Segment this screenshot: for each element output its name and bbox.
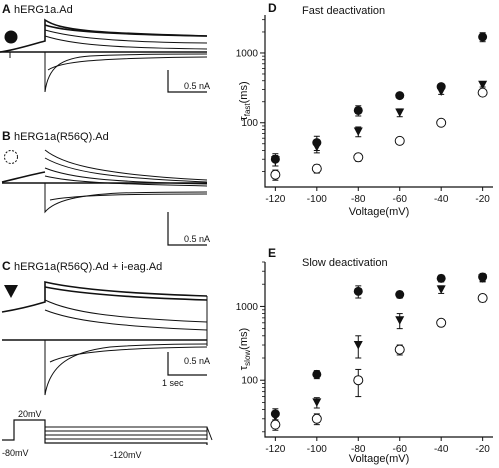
- point-filled-triangle: [270, 412, 280, 422]
- point-filled-triangle: [395, 108, 405, 118]
- protocol-step-label: 20mV: [18, 409, 42, 419]
- panel-a-title: hERG1a.Ad: [14, 4, 73, 16]
- panel-c-scalebar: [167, 352, 207, 376]
- point-filled-circle: [395, 290, 405, 300]
- x-tick-label: -40: [434, 194, 449, 205]
- point-open-circle: [394, 344, 405, 355]
- panel-c-scale-time: 1 sec: [162, 378, 184, 388]
- x-tick-label: -120: [265, 444, 285, 455]
- point-filled-triangle: [436, 285, 446, 294]
- point-filled-triangle: [436, 87, 446, 97]
- panel-c-traces: [1, 280, 208, 396]
- point-filled-circle: [353, 286, 363, 296]
- point-filled-circle: [312, 369, 322, 379]
- panel-c-title: hERG1a(R56Q).Ad + i-eag.Ad: [14, 261, 162, 273]
- panel-e-letter: E: [268, 246, 276, 260]
- x-tick-label: -80: [351, 194, 366, 205]
- point-filled-circle: [395, 91, 405, 101]
- point-open-circle: [311, 163, 322, 174]
- y-tick-label: 1000: [236, 302, 259, 313]
- y-tick-label: 100: [241, 376, 258, 387]
- point-open-circle: [270, 419, 281, 430]
- x-tick-label: -100: [307, 444, 327, 455]
- point-filled-triangle: [312, 398, 322, 407]
- x-tick-label: -120: [265, 194, 285, 205]
- point-filled-triangle: [353, 127, 363, 136]
- x-tick-label: -40: [434, 444, 449, 455]
- x-axis-label: Voltage(mV): [349, 206, 410, 218]
- x-axis-label: Voltage(mV): [349, 453, 410, 465]
- point-filled-circle: [436, 273, 446, 283]
- x-tick-label: -20: [475, 444, 490, 455]
- chart-axes: [264, 262, 493, 438]
- filled-triangle-down-marker-icon: [4, 285, 18, 298]
- chart-fast-deactivation: D Fast deactivation -120 -100 -80 -60 -40 -20 10…: [236, 1, 493, 218]
- panel-b-traces: [1, 149, 208, 214]
- point-open-circle: [353, 152, 364, 163]
- point-open-circle: [477, 293, 488, 304]
- panel-b: B hERG1a(R56Q).Ad 0.5 nA: [1, 129, 210, 246]
- point-filled-triangle: [312, 142, 322, 152]
- panel-a-traces: [0, 18, 208, 93]
- panel-a: A hERG1a.Ad 0.5 nA: [0, 2, 210, 93]
- panel-a-letter: A: [2, 2, 11, 16]
- point-filled-triangle: [270, 156, 280, 165]
- point-open-circle: [394, 135, 405, 146]
- y-axis-label: τfast(ms): [238, 81, 252, 120]
- chart-axes: [264, 15, 493, 188]
- panel-b-letter: B: [2, 129, 11, 143]
- panel-a-scalebar: [167, 70, 207, 93]
- panel-c-letter: C: [2, 259, 11, 273]
- point-filled-triangle: [478, 274, 488, 283]
- point-open-circle: [477, 87, 488, 98]
- point-open-circle: [436, 317, 447, 328]
- point-filled-circle: [353, 105, 363, 115]
- chart-slow-deactivation: E Slow deactivation -120 -100 -80 -60 -40 -20 10…: [236, 246, 493, 465]
- panel-b-title: hERG1a(R56Q).Ad: [14, 131, 109, 143]
- point-open-circle: [270, 169, 281, 180]
- panel-c: C hERG1a(R56Q).Ad + i-eag.Ad 0.5 nA 1 se…: [1, 259, 210, 396]
- x-tick-label: -20: [475, 194, 490, 205]
- x-tick-label: -60: [393, 194, 408, 205]
- voltage-protocol: 20mV -80mV -120mV: [2, 409, 213, 460]
- protocol-test-label: -120mV: [110, 450, 142, 460]
- x-tick-label: -60: [393, 444, 408, 455]
- point-filled-triangle: [353, 341, 363, 350]
- panel-d-letter: D: [268, 1, 277, 15]
- y-tick-label: 1000: [236, 48, 259, 59]
- protocol-hold-label: -80mV: [2, 448, 29, 458]
- point-open-circle: [436, 117, 447, 128]
- panel-b-scale-current: 0.5 nA: [184, 234, 210, 244]
- filled-circle-marker-icon: [4, 30, 18, 44]
- x-tick-label: -100: [307, 194, 327, 205]
- point-filled-circle: [478, 32, 488, 42]
- panel-a-scale-current: 0.5 nA: [184, 81, 210, 91]
- y-axis-label: τslow(ms): [238, 328, 252, 370]
- panel-b-scalebar: [167, 212, 207, 246]
- point-filled-triangle: [478, 80, 488, 90]
- x-tick-label: -80: [351, 444, 366, 455]
- point-open-circle: [353, 375, 364, 386]
- chart-title: Slow deactivation: [302, 257, 388, 269]
- y-tick-label: 100: [241, 118, 258, 129]
- open-circle-marker-icon: [4, 150, 18, 164]
- chart-title: Fast deactivation: [302, 5, 385, 17]
- point-filled-triangle: [395, 316, 405, 325]
- point-open-circle: [311, 413, 322, 424]
- panel-c-scale-current: 0.5 nA: [184, 356, 210, 366]
